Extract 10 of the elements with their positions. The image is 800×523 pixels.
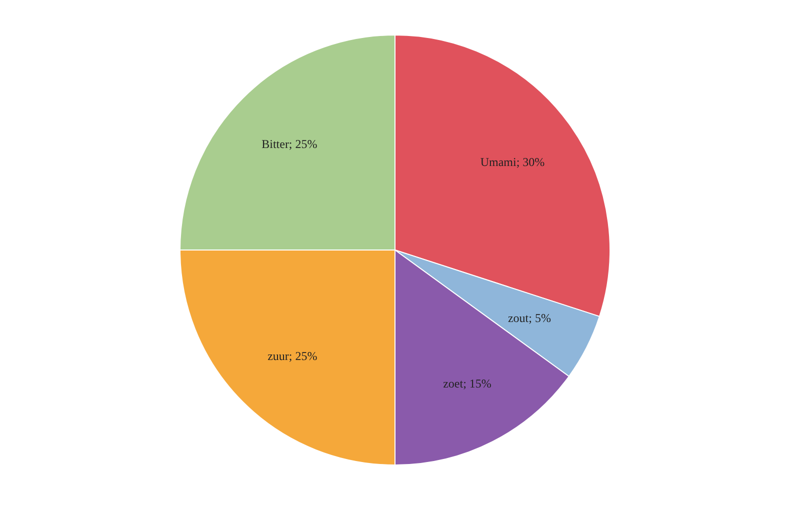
slice-label: zuur bbox=[268, 349, 289, 364]
slice-label: zout bbox=[508, 311, 530, 326]
data-label: ; 15% bbox=[463, 376, 492, 391]
slice-label: zoet bbox=[443, 376, 464, 391]
data-label: ; 25% bbox=[288, 136, 318, 151]
slice-label: Bitter bbox=[262, 136, 289, 151]
data-label: ; 30% bbox=[516, 154, 545, 169]
data-label: ; 25% bbox=[288, 349, 318, 364]
data-label: ; 5% bbox=[528, 311, 551, 326]
slice-label: Umami bbox=[480, 154, 518, 169]
